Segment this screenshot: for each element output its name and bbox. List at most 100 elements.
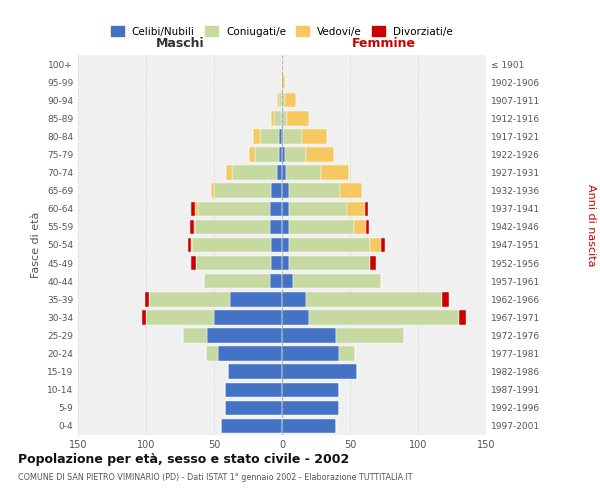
- Bar: [270, 274, 282, 288]
- Bar: [282, 202, 289, 216]
- Bar: [285, 148, 307, 162]
- Bar: [459, 310, 466, 324]
- Bar: [282, 220, 289, 234]
- Bar: [283, 129, 302, 144]
- Bar: [365, 202, 368, 216]
- Bar: [271, 256, 282, 270]
- Text: Maschi: Maschi: [155, 36, 205, 50]
- Bar: [277, 93, 279, 108]
- Bar: [250, 148, 255, 162]
- Bar: [270, 202, 282, 216]
- Bar: [339, 346, 355, 361]
- Bar: [271, 238, 282, 252]
- Bar: [293, 274, 381, 288]
- Bar: [282, 346, 339, 361]
- Bar: [142, 310, 146, 324]
- Bar: [282, 111, 287, 126]
- Bar: [302, 129, 327, 144]
- Bar: [289, 202, 347, 216]
- Bar: [285, 93, 296, 108]
- Bar: [271, 111, 274, 126]
- Bar: [282, 93, 285, 108]
- Bar: [381, 238, 385, 252]
- Bar: [282, 274, 293, 288]
- Bar: [282, 256, 289, 270]
- Bar: [191, 202, 195, 216]
- Bar: [282, 328, 337, 342]
- Bar: [188, 238, 191, 252]
- Bar: [218, 346, 282, 361]
- Bar: [282, 129, 283, 144]
- Bar: [253, 129, 260, 144]
- Bar: [289, 256, 370, 270]
- Bar: [279, 93, 282, 108]
- Y-axis label: Fasce di età: Fasce di età: [31, 212, 41, 278]
- Bar: [195, 220, 270, 234]
- Bar: [214, 310, 282, 324]
- Bar: [274, 111, 281, 126]
- Bar: [226, 166, 232, 180]
- Bar: [282, 238, 289, 252]
- Bar: [282, 418, 337, 433]
- Bar: [206, 346, 218, 361]
- Bar: [190, 220, 194, 234]
- Bar: [191, 256, 196, 270]
- Bar: [282, 75, 285, 90]
- Bar: [194, 220, 195, 234]
- Text: Femmine: Femmine: [352, 36, 416, 50]
- Bar: [183, 328, 207, 342]
- Bar: [260, 129, 279, 144]
- Bar: [307, 148, 334, 162]
- Legend: Celibi/Nubili, Coniugati/e, Vedovi/e, Divorziati/e: Celibi/Nubili, Coniugati/e, Vedovi/e, Di…: [107, 22, 457, 41]
- Bar: [281, 111, 282, 126]
- Bar: [191, 238, 192, 252]
- Bar: [255, 148, 279, 162]
- Bar: [289, 238, 370, 252]
- Bar: [282, 382, 339, 397]
- Bar: [337, 328, 404, 342]
- Bar: [195, 202, 197, 216]
- Bar: [214, 184, 271, 198]
- Bar: [370, 238, 381, 252]
- Bar: [282, 184, 289, 198]
- Bar: [354, 220, 367, 234]
- Bar: [146, 310, 214, 324]
- Bar: [196, 256, 271, 270]
- Bar: [289, 184, 340, 198]
- Bar: [307, 292, 442, 306]
- Bar: [225, 400, 282, 415]
- Bar: [211, 184, 214, 198]
- Bar: [221, 418, 282, 433]
- Bar: [370, 256, 376, 270]
- Bar: [282, 166, 286, 180]
- Bar: [205, 274, 270, 288]
- Bar: [277, 166, 282, 180]
- Bar: [270, 220, 282, 234]
- Bar: [367, 220, 369, 234]
- Text: Anni di nascita: Anni di nascita: [586, 184, 596, 266]
- Bar: [197, 202, 270, 216]
- Bar: [282, 310, 309, 324]
- Bar: [282, 148, 285, 162]
- Bar: [442, 292, 449, 306]
- Bar: [149, 292, 230, 306]
- Bar: [145, 292, 149, 306]
- Bar: [282, 292, 307, 306]
- Bar: [287, 111, 309, 126]
- Bar: [282, 364, 357, 379]
- Bar: [279, 129, 282, 144]
- Bar: [322, 166, 349, 180]
- Bar: [309, 310, 459, 324]
- Bar: [282, 400, 339, 415]
- Text: Popolazione per età, sesso e stato civile - 2002: Popolazione per età, sesso e stato civil…: [18, 452, 349, 466]
- Bar: [227, 364, 282, 379]
- Bar: [271, 184, 282, 198]
- Bar: [230, 292, 282, 306]
- Bar: [286, 166, 322, 180]
- Bar: [347, 202, 365, 216]
- Text: COMUNE DI SAN PIETRO VIMINARIO (PD) - Dati ISTAT 1° gennaio 2002 - Elaborazione : COMUNE DI SAN PIETRO VIMINARIO (PD) - Da…: [18, 472, 413, 482]
- Bar: [340, 184, 362, 198]
- Bar: [279, 148, 282, 162]
- Bar: [225, 382, 282, 397]
- Bar: [207, 328, 282, 342]
